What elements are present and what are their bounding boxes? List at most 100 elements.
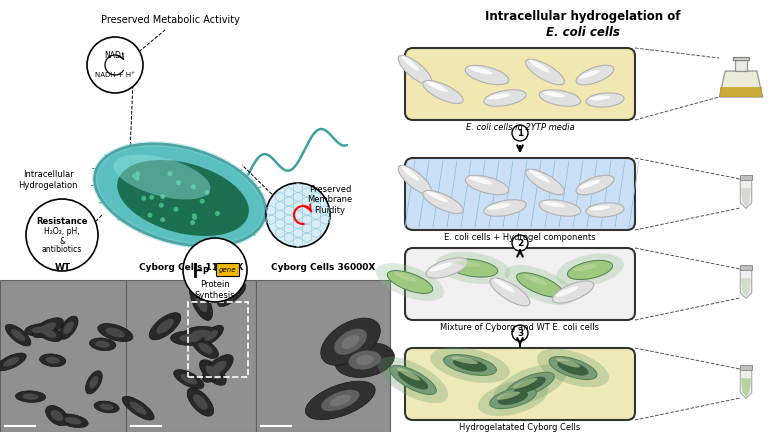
Ellipse shape bbox=[22, 394, 39, 400]
Ellipse shape bbox=[426, 81, 448, 92]
Ellipse shape bbox=[200, 360, 227, 385]
Circle shape bbox=[135, 171, 141, 176]
Text: &: & bbox=[59, 236, 65, 245]
Ellipse shape bbox=[426, 258, 468, 278]
Text: NAD⁺: NAD⁺ bbox=[104, 51, 125, 60]
Polygon shape bbox=[734, 59, 747, 71]
Ellipse shape bbox=[202, 355, 233, 382]
Ellipse shape bbox=[306, 381, 376, 420]
Ellipse shape bbox=[576, 65, 614, 85]
Text: Cyborg Cells 11000X: Cyborg Cells 11000X bbox=[139, 263, 243, 272]
Ellipse shape bbox=[568, 260, 613, 280]
FancyBboxPatch shape bbox=[405, 348, 635, 420]
Ellipse shape bbox=[539, 200, 581, 216]
Bar bbox=[740, 264, 752, 270]
Ellipse shape bbox=[453, 358, 487, 372]
Ellipse shape bbox=[493, 364, 567, 406]
Ellipse shape bbox=[537, 349, 609, 387]
Ellipse shape bbox=[184, 326, 220, 341]
Ellipse shape bbox=[444, 355, 496, 375]
Text: Intracellular hydrogelation of: Intracellular hydrogelation of bbox=[485, 10, 680, 23]
Circle shape bbox=[174, 207, 178, 212]
Text: Protein
Synthesis: Protein Synthesis bbox=[194, 280, 235, 300]
Ellipse shape bbox=[455, 261, 481, 267]
Ellipse shape bbox=[589, 206, 610, 210]
Ellipse shape bbox=[579, 180, 600, 189]
Ellipse shape bbox=[114, 155, 210, 200]
Ellipse shape bbox=[25, 324, 54, 336]
Ellipse shape bbox=[556, 358, 580, 368]
Ellipse shape bbox=[100, 403, 114, 410]
Ellipse shape bbox=[36, 325, 62, 342]
Bar bbox=[188, 302, 248, 377]
Ellipse shape bbox=[423, 80, 463, 104]
Circle shape bbox=[512, 325, 528, 341]
Circle shape bbox=[192, 215, 197, 220]
Ellipse shape bbox=[0, 353, 26, 371]
Ellipse shape bbox=[65, 417, 81, 425]
Ellipse shape bbox=[59, 316, 78, 339]
Ellipse shape bbox=[321, 318, 380, 365]
Circle shape bbox=[192, 213, 197, 218]
Ellipse shape bbox=[31, 327, 47, 333]
Ellipse shape bbox=[430, 347, 510, 383]
Polygon shape bbox=[733, 57, 749, 60]
Ellipse shape bbox=[490, 278, 530, 306]
Ellipse shape bbox=[58, 414, 88, 428]
Ellipse shape bbox=[490, 388, 536, 409]
Text: Cyborg Cells 36000X: Cyborg Cells 36000X bbox=[271, 263, 376, 272]
Circle shape bbox=[161, 217, 165, 222]
Ellipse shape bbox=[89, 376, 98, 389]
Text: WT: WT bbox=[55, 263, 71, 272]
Ellipse shape bbox=[200, 325, 223, 346]
Ellipse shape bbox=[423, 191, 463, 213]
Ellipse shape bbox=[542, 91, 565, 97]
Polygon shape bbox=[740, 268, 752, 299]
Ellipse shape bbox=[542, 201, 565, 207]
Text: H₂O₂, pH,: H₂O₂, pH, bbox=[45, 228, 80, 236]
Ellipse shape bbox=[15, 391, 46, 402]
Circle shape bbox=[190, 220, 195, 225]
Bar bbox=[740, 365, 752, 370]
Ellipse shape bbox=[487, 93, 510, 99]
Ellipse shape bbox=[484, 90, 526, 106]
Ellipse shape bbox=[329, 394, 351, 406]
Ellipse shape bbox=[528, 170, 550, 182]
Ellipse shape bbox=[94, 401, 119, 413]
Ellipse shape bbox=[193, 338, 218, 359]
Polygon shape bbox=[741, 188, 751, 207]
Bar bbox=[740, 175, 752, 180]
Ellipse shape bbox=[39, 322, 56, 333]
Ellipse shape bbox=[515, 377, 546, 394]
Circle shape bbox=[200, 199, 204, 204]
Ellipse shape bbox=[398, 165, 432, 195]
Ellipse shape bbox=[94, 144, 266, 246]
Text: Hydrogelatated Cyborg Cells: Hydrogelatated Cyborg Cells bbox=[459, 423, 581, 432]
Ellipse shape bbox=[435, 252, 510, 284]
Polygon shape bbox=[740, 178, 752, 208]
Ellipse shape bbox=[149, 313, 181, 340]
Ellipse shape bbox=[321, 390, 359, 411]
Ellipse shape bbox=[426, 191, 448, 202]
Ellipse shape bbox=[394, 272, 417, 282]
Ellipse shape bbox=[190, 283, 213, 321]
Ellipse shape bbox=[552, 281, 594, 303]
Ellipse shape bbox=[468, 176, 492, 184]
Circle shape bbox=[149, 195, 154, 200]
Ellipse shape bbox=[95, 341, 110, 348]
Text: E. coli cells: E. coli cells bbox=[546, 26, 620, 39]
Circle shape bbox=[132, 173, 137, 178]
Ellipse shape bbox=[574, 264, 597, 271]
Ellipse shape bbox=[180, 334, 201, 342]
Text: Resistance: Resistance bbox=[36, 216, 88, 226]
Text: E. coli cells in 2YTP media: E. coli cells in 2YTP media bbox=[465, 123, 574, 132]
Ellipse shape bbox=[174, 370, 204, 389]
Ellipse shape bbox=[89, 338, 116, 351]
Ellipse shape bbox=[387, 270, 432, 293]
Ellipse shape bbox=[32, 318, 64, 338]
Ellipse shape bbox=[397, 367, 420, 381]
Ellipse shape bbox=[429, 263, 452, 272]
Circle shape bbox=[147, 213, 152, 218]
Circle shape bbox=[191, 184, 196, 189]
Polygon shape bbox=[740, 368, 752, 398]
